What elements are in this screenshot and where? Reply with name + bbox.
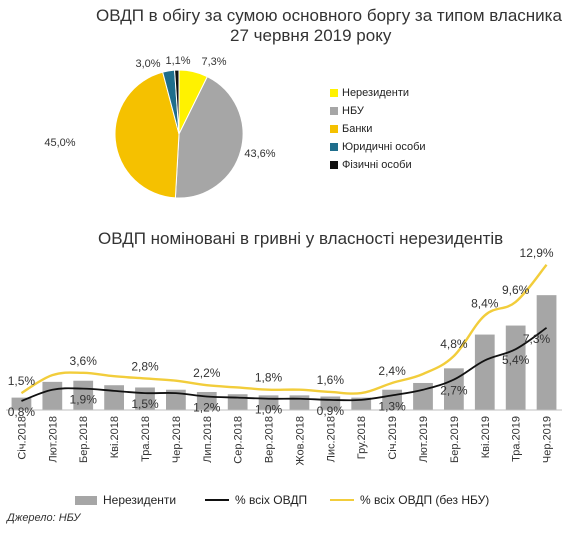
pie-chart-title-line2: 27 червня 2019 року	[230, 26, 392, 45]
data-label-8: 1,8%	[255, 371, 283, 385]
bar-1	[42, 381, 63, 410]
pie-slice-4	[174, 69, 180, 135]
pie-slice-label-3: 3,0%	[135, 58, 160, 70]
bar-legend-item-2: % всіх ОВДП (без НБУ)	[330, 493, 489, 507]
x-tick-label-8: Вер.2018	[264, 416, 276, 463]
data-label-12: 2,4%	[378, 364, 406, 378]
x-tick-label-16: Тра.2019	[511, 416, 523, 462]
data-label-11: 0,9%	[317, 404, 345, 418]
line-series-1	[21, 327, 548, 402]
x-tick-label-2: Бер.2018	[78, 416, 90, 463]
legend-swatch	[330, 143, 338, 151]
legend-swatch	[330, 161, 338, 169]
data-label-9: 1,0%	[255, 403, 283, 417]
legend-swatch	[75, 495, 97, 505]
bar-3	[104, 385, 124, 410]
x-tick-label-1: Лют.2018	[47, 416, 59, 463]
x-tick-label-3: Кві.2018	[109, 416, 121, 458]
x-tick-label-0: Січ.2018	[16, 416, 28, 460]
x-tick-label-10: Лис.2018	[325, 416, 337, 462]
pie-legend-item-4: Фізичні особи	[330, 159, 412, 171]
x-tick-label-13: Лют.2019	[418, 416, 430, 463]
legend-swatch	[330, 125, 338, 133]
bar-0	[11, 397, 32, 410]
x-tick-label-7: Сер.2018	[233, 416, 245, 464]
x-tick-label-12: Січ.2019	[387, 416, 399, 460]
legend-label: Юридичні особи	[342, 141, 426, 153]
pie-slice-label-1: 43,6%	[244, 148, 275, 160]
pie-slice-2	[114, 71, 180, 199]
pie-legend-item-3: Юридичні особи	[330, 141, 426, 153]
data-label-14: 4,8%	[440, 337, 468, 351]
data-label-20: 7,3%	[523, 332, 551, 346]
x-tick-label-4: Тра.2018	[140, 416, 152, 462]
pie-chart-title-line1: ОВДП в обігу за сумою основного боргу за…	[96, 6, 562, 25]
legend-label: % всіх ОВДП (без НБУ)	[360, 493, 490, 507]
legend-label: Нерезиденти	[342, 87, 410, 99]
legend-label: Фізичні особи	[342, 159, 412, 171]
bar-5	[166, 389, 186, 410]
data-label-19: 12,9%	[520, 246, 554, 260]
data-label-4: 2,8%	[131, 359, 159, 373]
x-tick-label-14: Бер.2019	[449, 416, 461, 463]
x-tick-label-17: Чер.2019	[542, 416, 554, 463]
bar-14	[444, 368, 464, 410]
data-label-3: 1,9%	[70, 393, 98, 407]
pie-legend-item-0: Нерезиденти	[330, 87, 409, 99]
x-tick-label-5: Чер.2018	[171, 416, 183, 463]
bar-chart-title: ОВДП номіновані в гривні у власності нер…	[98, 229, 504, 248]
data-label-6: 2,2%	[193, 366, 221, 380]
pie-slice-label-4: 1,1%	[165, 55, 190, 67]
data-label-17: 9,6%	[502, 283, 530, 297]
legend-swatch	[330, 89, 338, 97]
source-note: Джерело: НБУ	[7, 512, 81, 524]
line-series-2	[20, 263, 548, 395]
legend-label: НБУ	[342, 105, 364, 117]
x-tick-label-15: Кві.2019	[480, 416, 492, 458]
legend-swatch	[205, 499, 229, 501]
pie-slice-1	[174, 75, 244, 199]
x-tick-label-9: Жов.2018	[294, 416, 306, 466]
data-label-13: 1,3%	[378, 399, 406, 413]
legend-label: Банки	[342, 123, 373, 135]
bar-17	[536, 295, 557, 410]
legend-label: % всіх ОВДП	[235, 493, 308, 507]
bar-9	[289, 395, 310, 410]
bar-legend-item-0: Нерезиденти	[75, 493, 176, 507]
pie-legend-item-1: НБУ	[330, 105, 364, 117]
data-label-0: 1,5%	[8, 374, 36, 388]
bar-legend-item-1: % всіх ОВДП	[205, 493, 307, 507]
data-label-5: 1,5%	[131, 397, 159, 411]
x-tick-label-11: Гру.2018	[356, 416, 368, 459]
bar-13	[413, 382, 433, 410]
data-label-2: 3,6%	[70, 354, 98, 368]
x-tick-label-6: Лип.2018	[202, 416, 214, 463]
data-label-10: 1,6%	[317, 373, 345, 387]
legend-swatch	[330, 499, 354, 501]
pie-slice-label-2: 45,0%	[44, 137, 75, 149]
legend-swatch	[330, 107, 338, 115]
data-label-7: 1,2%	[193, 400, 221, 414]
data-label-18: 5,4%	[502, 353, 530, 367]
legend-label: Нерезиденти	[103, 493, 177, 507]
bar-15	[474, 334, 495, 410]
pie-legend-item-2: Банки	[330, 123, 372, 135]
pie-slice-label-0: 7,3%	[201, 56, 226, 68]
data-label-16: 8,4%	[471, 296, 499, 310]
data-label-1: 0,8%	[8, 405, 36, 419]
data-label-15: 2,7%	[440, 384, 468, 398]
